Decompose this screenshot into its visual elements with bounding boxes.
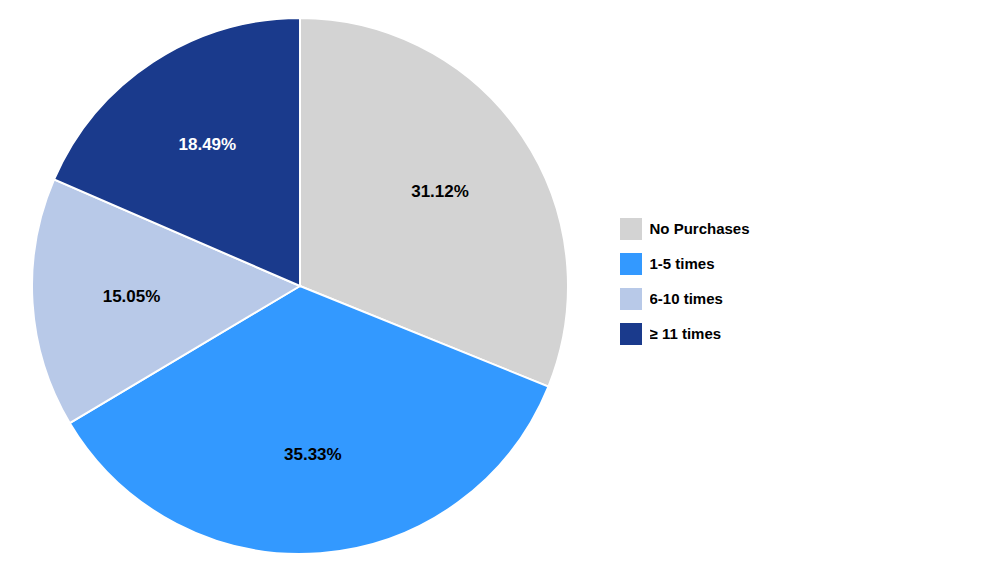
svg-text:35.33%: 35.33%	[284, 444, 342, 463]
html-text:1-5 times: 1-5 times	[649, 254, 715, 272]
html-text:≥ 11 times: ≥ 11 times	[649, 324, 722, 342]
html-text:6-10 times: 6-10 times	[649, 289, 723, 307]
svg-text:15.05%: 15.05%	[103, 287, 161, 306]
html-text:No Purchases: No Purchases	[649, 219, 750, 237]
svg-text:31.12%: 31.12%	[411, 182, 469, 201]
svg-text:18.49%: 18.49%	[179, 135, 237, 154]
